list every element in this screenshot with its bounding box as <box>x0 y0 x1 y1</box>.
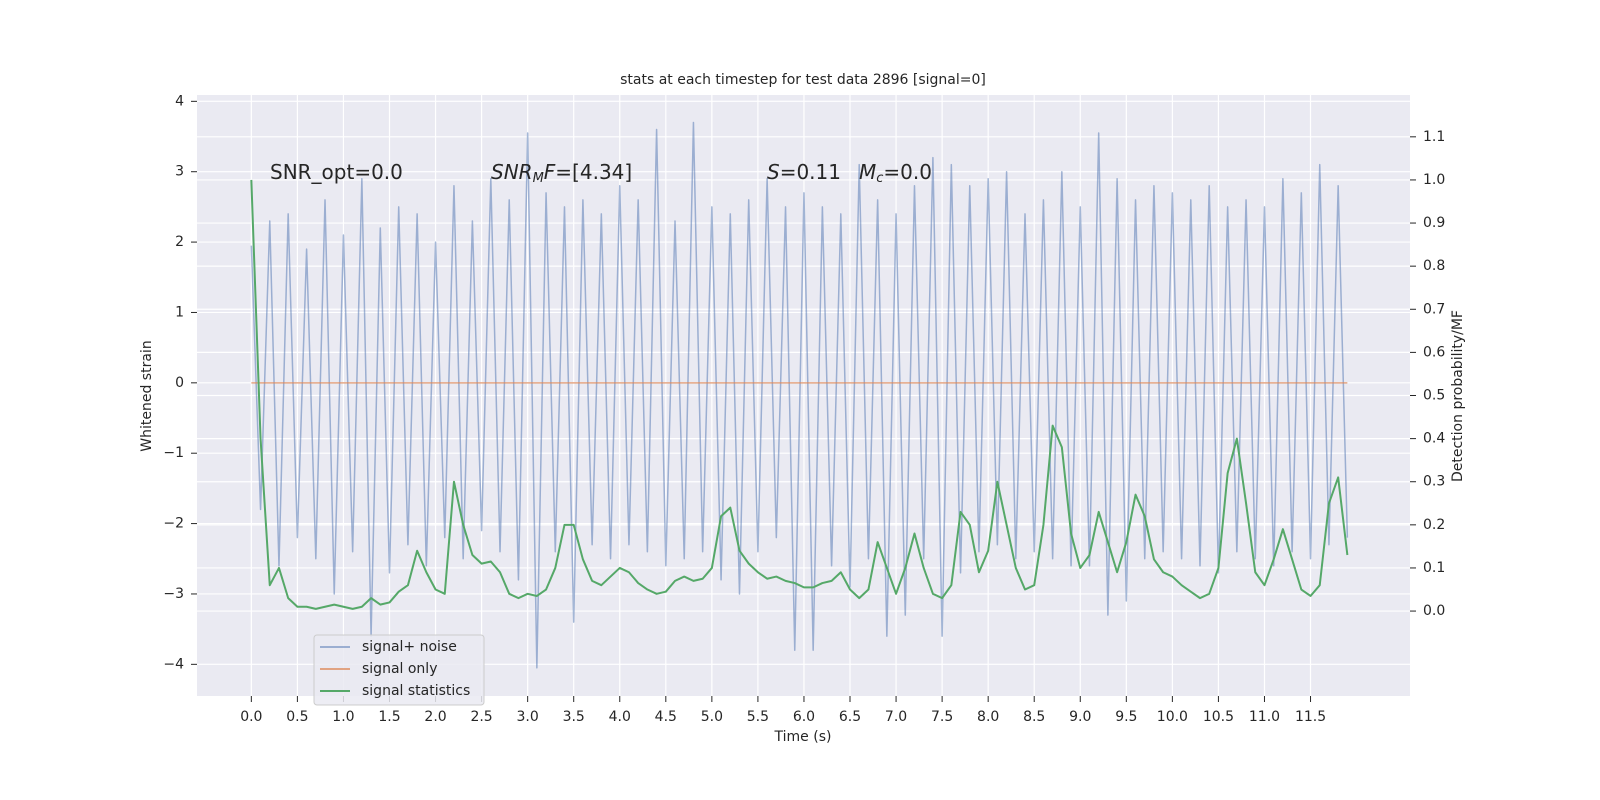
legend-label: signal statistics <box>362 683 470 699</box>
chart-title: stats at each timestep for test data 289… <box>620 72 986 88</box>
y2-tick-label: 0.0 <box>1423 603 1445 619</box>
y2-tick-label: 0.6 <box>1423 344 1445 360</box>
y-tick-label: −1 <box>163 445 184 461</box>
x-tick-label: 2.0 <box>424 709 446 725</box>
y2-tick-label: 1.1 <box>1423 129 1445 145</box>
annotation: Mc=0.0 <box>859 160 932 186</box>
x-tick-label: 0.0 <box>240 709 262 725</box>
x-tick-label: 10.0 <box>1157 709 1188 725</box>
annotation-run: =[4.34] <box>555 160 632 184</box>
y2-tick-label: 0.5 <box>1423 388 1445 404</box>
annotation-run: M <box>533 171 544 186</box>
x-tick-label: 6.0 <box>793 709 815 725</box>
x-tick-label: 4.0 <box>609 709 631 725</box>
annotation: SNRMF=[4.34] <box>491 160 632 186</box>
x-tick-label: 7.0 <box>885 709 907 725</box>
annotation-run: =0.11 <box>780 160 841 184</box>
annotation-run: =0.0 <box>883 160 932 184</box>
x-tick-label: 9.5 <box>1115 709 1137 725</box>
y2-tick-label: 0.2 <box>1423 517 1445 533</box>
legend-box <box>313 634 485 706</box>
x-tick-label: 8.5 <box>1023 709 1045 725</box>
x-tick-label: 4.5 <box>655 709 677 725</box>
annotation: SNR_opt=0.0 <box>270 160 403 184</box>
series-line <box>250 121 1349 669</box>
y-tick-label: −4 <box>163 656 184 672</box>
x-tick-label: 11.0 <box>1249 709 1280 725</box>
x-tick-label: 8.0 <box>977 709 999 725</box>
x-tick-label: 0.5 <box>286 709 308 725</box>
y2-tick-label: 0.3 <box>1423 474 1445 490</box>
annotation-run: F <box>544 160 556 184</box>
x-tick-label: 10.5 <box>1203 709 1234 725</box>
marks <box>250 121 1349 669</box>
legend-label: signal+ noise <box>362 639 457 655</box>
annotation-run: M <box>859 160 876 184</box>
y-tick-label: 3 <box>175 164 184 180</box>
legend-label: signal only <box>362 661 437 677</box>
y2-tick-label: 0.9 <box>1423 215 1445 231</box>
annotation-run: SNR_opt=0.0 <box>270 160 403 184</box>
y2-tick-label: 0.8 <box>1423 258 1445 274</box>
x-tick-label: 3.0 <box>517 709 539 725</box>
series-line <box>250 179 1349 610</box>
x-tick-label: 3.5 <box>563 709 585 725</box>
x-tick-label: 7.5 <box>931 709 953 725</box>
y2-tick-label: 1.0 <box>1423 172 1445 188</box>
annotation-run: c <box>876 171 883 186</box>
x-tick-label: 1.0 <box>332 709 354 725</box>
y2-tick-label: 0.4 <box>1423 431 1445 447</box>
x-tick-label: 9.0 <box>1069 709 1091 725</box>
x-tick-label: 1.5 <box>378 709 400 725</box>
annotation: S=0.11 <box>767 160 841 184</box>
y-axis-label: Whitened strain <box>139 340 155 451</box>
y2-axis-label: Detection probability/MF <box>1450 310 1466 482</box>
x-axis-label: Time (s) <box>774 729 832 745</box>
annotation-run: S <box>767 160 780 184</box>
annotation-run: SNR <box>491 160 533 184</box>
labels: 0.0 0.5 1.0 1.5 2.0 2.5 3.0 3.5 4.0 4.5 5.0 5.5 6.0 6… <box>163 93 1445 725</box>
y-tick-label: 1 <box>175 304 184 320</box>
x-tick-label: 5.5 <box>747 709 769 725</box>
x-tick-label: 5.0 <box>701 709 723 725</box>
x-tick-label: 11.5 <box>1295 709 1326 725</box>
y2-tick-label: 0.1 <box>1423 560 1445 576</box>
x-tick-label: 6.5 <box>839 709 861 725</box>
y-tick-label: −3 <box>163 586 184 602</box>
x-tick-label: 2.5 <box>470 709 492 725</box>
y2-tick-label: 0.7 <box>1423 301 1445 317</box>
y-tick-label: 2 <box>175 234 184 250</box>
y-tick-label: 0 <box>175 375 184 391</box>
y-tick-label: 4 <box>175 93 184 109</box>
y-tick-label: −2 <box>163 516 184 532</box>
